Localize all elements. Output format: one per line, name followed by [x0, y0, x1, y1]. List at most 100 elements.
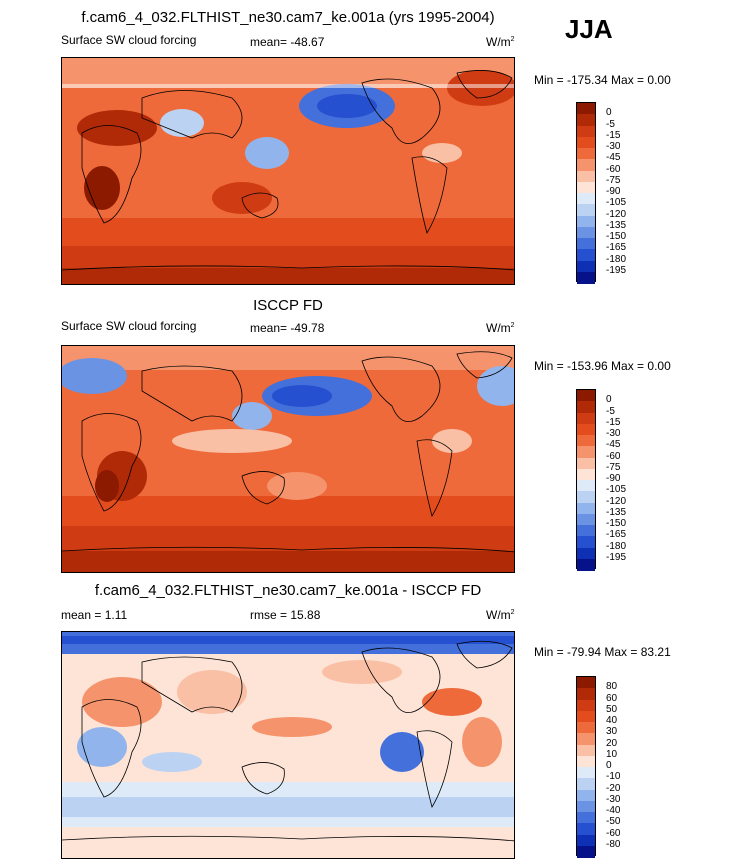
colorbar-tick-label: -105	[606, 197, 627, 209]
colorbar-cell	[577, 536, 595, 548]
colorbar-cell	[577, 148, 595, 160]
colorbar-cell	[577, 193, 595, 205]
colorbar-cell	[577, 845, 595, 858]
panel-2-mean: mean= -49.78	[250, 321, 325, 335]
panel-1-map	[61, 57, 515, 285]
colorbar-tick-label: -75	[606, 174, 621, 186]
panel-3-minmax: Min = -79.94 Max = 83.21	[534, 645, 671, 659]
panel-2-minmax: Min = -153.96 Max = 0.00	[534, 359, 671, 373]
colorbar-cell	[577, 699, 595, 712]
colorbar-tick-label: -50	[606, 816, 621, 828]
panel-2-title: ISCCP FD	[253, 297, 323, 314]
panel-1-map-plot	[62, 58, 514, 284]
colorbar-cell	[577, 767, 595, 779]
colorbar-tick-label: 40	[606, 715, 618, 726]
colorbar-tick-label: 0	[606, 760, 612, 771]
colorbar-cell	[577, 215, 595, 228]
colorbar-tick-label: -105	[606, 484, 627, 496]
colorbar-cell	[577, 547, 595, 560]
colorbar-tick-label: -135	[606, 506, 627, 518]
colorbar-cell	[577, 755, 595, 768]
colorbar-cell	[577, 789, 595, 802]
colorbar-cell	[577, 468, 595, 481]
panel-2-map-plot	[62, 346, 514, 572]
colorbar-tick-label: 0	[606, 107, 612, 119]
colorbar-1	[576, 102, 596, 284]
colorbar-tick-label: -30	[606, 141, 621, 152]
panel-1-variable-label: Surface SW cloud forcing	[61, 33, 197, 47]
colorbar-cell	[577, 778, 595, 790]
panel-1-minmax: Min = -175.34 Max = 0.00	[534, 73, 671, 87]
colorbar-cell	[577, 249, 595, 261]
colorbar-cell	[577, 677, 595, 689]
panel-3-map	[61, 631, 515, 859]
colorbar-tick-label: -5	[606, 405, 615, 417]
colorbar-tick-label: -135	[606, 219, 627, 231]
panel-2-units: W/m2	[486, 321, 515, 335]
colorbar-tick-label: -10	[606, 771, 621, 783]
colorbar-tick-label: -45	[606, 439, 621, 451]
colorbar-cell	[577, 103, 595, 115]
colorbar-tick-label: -195	[606, 551, 627, 563]
colorbar-tick-label: -60	[606, 450, 621, 462]
colorbar-tick-label: -60	[606, 163, 621, 175]
panel-1-units: W/m2	[486, 35, 515, 49]
colorbar-cell	[577, 125, 595, 138]
panel-3-title: f.cam6_4_032.FLTHIST_ne30.cam7_ke.001a -…	[94, 582, 482, 599]
colorbar-cell	[577, 812, 595, 824]
colorbar-cell	[577, 446, 595, 458]
colorbar-3	[576, 676, 596, 858]
colorbar-tick-label: -165	[606, 242, 627, 254]
colorbar-tick-label: -45	[606, 152, 621, 164]
panel-1-title: f.cam6_4_032.FLTHIST_ne30.cam7_ke.001a (…	[81, 9, 495, 26]
colorbar-tick-label: -90	[606, 473, 621, 484]
panel-1-mean: mean= -48.67	[250, 35, 325, 49]
colorbar-cell	[577, 834, 595, 847]
panel-2-variable-label: Surface SW cloud forcing	[61, 319, 197, 333]
colorbar-tick-label: -165	[606, 529, 627, 541]
colorbar-tick-label: 50	[606, 703, 618, 715]
colorbar-cell	[577, 525, 595, 537]
colorbar-cell	[577, 204, 595, 216]
colorbar-tick-label: -20	[606, 782, 621, 794]
colorbar-cell	[577, 159, 595, 171]
colorbar-tick-label: -30	[606, 793, 621, 805]
colorbar-cell	[577, 136, 595, 149]
colorbar-tick-label: 20	[606, 737, 618, 749]
colorbar-tick-label: -120	[606, 495, 627, 507]
colorbar-2	[576, 389, 596, 571]
colorbar-tick-label: -150	[606, 231, 627, 242]
colorbar-tick-label: -80	[606, 838, 621, 850]
colorbar-cell	[577, 423, 595, 436]
colorbar-cell	[577, 480, 595, 492]
colorbar-cell	[577, 502, 595, 515]
colorbar-tick-label: -120	[606, 208, 627, 220]
colorbar-tick-label: -15	[606, 416, 621, 428]
colorbar-cell	[577, 401, 595, 413]
colorbar-cell	[577, 457, 595, 470]
colorbar-tick-label: -150	[606, 518, 627, 529]
colorbar-cell	[577, 823, 595, 835]
colorbar-tick-label: -60	[606, 827, 621, 839]
colorbar-tick-label: -90	[606, 186, 621, 197]
colorbar-cell	[577, 226, 595, 239]
colorbar-cell	[577, 491, 595, 503]
colorbar-tick-label: 60	[606, 692, 618, 704]
panel-3-mean: mean = 1.11	[61, 608, 128, 622]
colorbar-tick-label: 10	[606, 748, 618, 760]
colorbar-cell	[577, 412, 595, 425]
colorbar-tick-label: 80	[606, 681, 618, 693]
season-label: JJA	[565, 14, 613, 44]
colorbar-cell	[577, 238, 595, 250]
colorbar-cell	[577, 688, 595, 700]
colorbar-cell	[577, 744, 595, 757]
colorbar-tick-label: -75	[606, 461, 621, 473]
colorbar-cell	[577, 722, 595, 734]
colorbar-tick-label: -30	[606, 428, 621, 439]
colorbar-cell	[577, 710, 595, 723]
colorbar-tick-label: 0	[606, 394, 612, 406]
colorbar-tick-label: -15	[606, 129, 621, 141]
colorbar-tick-label: -5	[606, 118, 615, 130]
colorbar-tick-label: -180	[606, 253, 627, 265]
panel-3-units: W/m2	[486, 608, 515, 622]
